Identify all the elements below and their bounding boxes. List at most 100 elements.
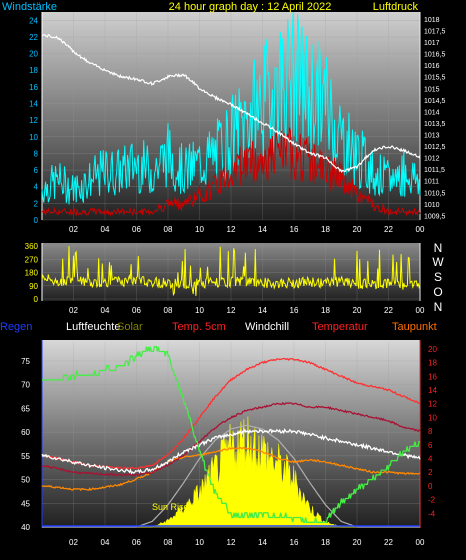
- direction-x-tick-label: 16: [290, 306, 299, 315]
- direction-x-tick-label: 00: [416, 306, 425, 315]
- direction-x-tick-label: 22: [384, 306, 393, 315]
- wind-x-tick-label: 12: [227, 225, 236, 234]
- pressure-tick-label: 1011: [424, 179, 439, 186]
- humidity-tick-label: 70: [21, 381, 30, 390]
- wind-x-tick-label: 16: [290, 225, 299, 234]
- pressure-series: [41, 33, 421, 174]
- direction-x-tick-label: 06: [132, 306, 141, 315]
- pressure-tick-label: 1013: [424, 132, 440, 139]
- temperature-tick-label: 8: [428, 427, 433, 436]
- compass-w: W: [432, 255, 444, 269]
- dewpoint-series: [41, 446, 421, 492]
- wind-tick-label: 20: [29, 50, 38, 59]
- wind-x-tick-label: 04: [101, 225, 110, 234]
- direction-tick-label: 0: [34, 295, 39, 304]
- compass-o: O: [433, 285, 442, 299]
- humidity-tick-label: 45: [21, 499, 30, 508]
- climate-x-tick-label: 16: [290, 538, 299, 547]
- gust-series: [41, 11, 421, 205]
- pressure-tick-label: 1010,5: [424, 190, 446, 197]
- climate-x-tick-label: 22: [384, 538, 393, 547]
- wind-x-tick-label: 22: [384, 225, 393, 234]
- legend-solar: Solar: [117, 321, 143, 333]
- direction-x-tick-label: 18: [321, 306, 330, 315]
- wind-x-tick-label: 08: [164, 225, 173, 234]
- pressure-tick-label: 1017,5: [424, 28, 446, 35]
- direction-x-tick-label: 10: [195, 306, 204, 315]
- legend-taupunkt: Taupunkt: [392, 321, 437, 333]
- wind-x-tick-label: 18: [321, 225, 330, 234]
- wind-direction-series: [41, 246, 421, 297]
- wind-series: [41, 127, 421, 217]
- legend-luftfeuchte: Luftfeuchte: [66, 321, 120, 333]
- temperature-tick-label: -2: [428, 496, 436, 505]
- wind-tick-label: 24: [29, 16, 38, 25]
- climate-x-tick-label: 04: [101, 538, 110, 547]
- temperature-tick-label: 20: [428, 345, 437, 354]
- direction-x-tick-label: 20: [353, 306, 362, 315]
- direction-x-tick-label: 04: [101, 306, 110, 315]
- legend-temp5cm: Temp. 5cm: [172, 321, 226, 333]
- climate-x-tick-label: 18: [321, 538, 330, 547]
- pressure-tick-label: 1016,5: [424, 52, 446, 59]
- chart-title: 24 hour graph day : 12 April 2022: [169, 1, 332, 13]
- temperature-tick-label: 6: [428, 441, 433, 450]
- direction-tick-label: 360: [25, 242, 39, 251]
- climate-x-tick-label: 00: [416, 538, 425, 547]
- pressure-axis-title: Luftdruck: [373, 1, 419, 13]
- temperature-tick-label: 0: [428, 482, 433, 491]
- pressure-tick-label: 1015: [424, 86, 440, 93]
- wind-x-tick-label: 20: [353, 225, 362, 234]
- humidity-tick-label: 40: [21, 523, 30, 532]
- compass-n-top: N: [434, 241, 443, 255]
- direction-tick-label: 270: [25, 255, 39, 264]
- temperature-tick-label: 16: [428, 372, 437, 381]
- pressure-tick-label: 1017: [424, 40, 440, 47]
- direction-x-tick-label: 02: [69, 306, 78, 315]
- humidity-tick-label: 50: [21, 476, 30, 485]
- temperature-tick-label: 10: [428, 413, 437, 422]
- climate-x-tick-label: 14: [258, 538, 267, 547]
- pressure-tick-label: 1010: [424, 202, 440, 209]
- sunrise-annotation: Sun Rise: [152, 502, 189, 512]
- wind-x-tick-label: 10: [195, 225, 204, 234]
- temperature-tick-label: 2: [428, 468, 433, 477]
- humidity-tick-label: 55: [21, 452, 30, 461]
- wind-tick-label: 22: [29, 33, 38, 42]
- temperature-tick-label: 14: [428, 386, 437, 395]
- compass-s: S: [434, 270, 442, 284]
- legend-regen: Regen: [0, 321, 32, 333]
- humidity-tick-label: 60: [21, 428, 30, 437]
- pressure-tick-label: 1013,5: [424, 121, 446, 128]
- wind-x-tick-label: 06: [132, 225, 141, 234]
- wind-x-tick-label: 00: [416, 225, 425, 234]
- pressure-tick-label: 1015,5: [424, 75, 446, 82]
- wind-tick-label: 14: [29, 100, 38, 109]
- wind-axis-title: Windstärke: [2, 1, 57, 13]
- legend-windchill: Windchill: [245, 321, 289, 333]
- pressure-tick-label: 1018: [424, 17, 440, 24]
- compass-n-bottom: N: [434, 300, 443, 314]
- wind-tick-label: 10: [29, 133, 38, 142]
- direction-x-tick-label: 08: [164, 306, 173, 315]
- temperature-tick-label: 4: [428, 454, 433, 463]
- windchill-series: [41, 428, 421, 475]
- pressure-tick-label: 1011,5: [424, 167, 445, 174]
- wind-tick-label: 0: [34, 216, 39, 225]
- wind-x-tick-label: 02: [69, 225, 78, 234]
- direction-x-tick-label: 14: [258, 306, 267, 315]
- direction-tick-label: 90: [29, 282, 38, 291]
- climate-x-tick-label: 20: [353, 538, 362, 547]
- legend-temperatur: Temperatur: [312, 321, 368, 333]
- climate-x-tick-label: 10: [195, 538, 204, 547]
- pressure-tick-label: 1012,5: [424, 144, 446, 151]
- temperature-tick-label: 18: [428, 359, 437, 368]
- climate-x-tick-label: 02: [69, 538, 78, 547]
- wind-tick-label: 12: [29, 116, 38, 125]
- wind-tick-label: 6: [34, 166, 39, 175]
- temperature-tick-label: 12: [428, 400, 437, 409]
- temperature-tick-label: -4: [428, 509, 436, 518]
- direction-tick-label: 180: [25, 269, 39, 278]
